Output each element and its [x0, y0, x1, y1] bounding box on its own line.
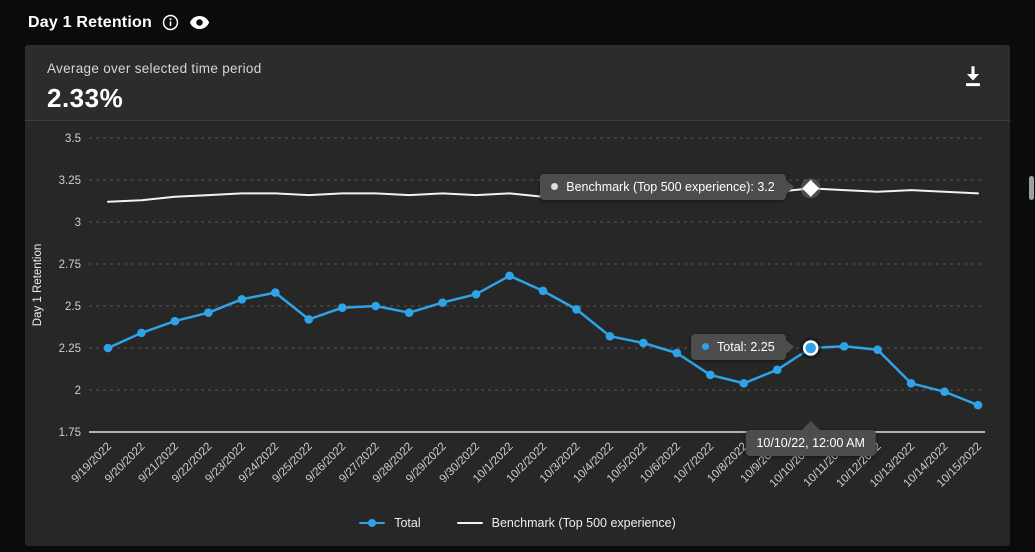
total-point[interactable]: [103, 343, 113, 353]
chart-legend: Total Benchmark (Top 500 experience): [25, 506, 1010, 540]
total-line[interactable]: [106, 274, 980, 407]
benchmark-diamond-marker[interactable]: [802, 179, 820, 197]
total-point[interactable]: [639, 338, 648, 348]
download-icon: [966, 66, 980, 87]
total-point[interactable]: [572, 305, 581, 314]
total-point[interactable]: [271, 288, 280, 297]
total-point[interactable]: [404, 308, 414, 318]
legend-marker: [359, 519, 386, 527]
total-point[interactable]: [538, 286, 548, 296]
total-point[interactable]: [940, 387, 949, 396]
total-point[interactable]: [672, 348, 682, 358]
total-point[interactable]: [973, 400, 983, 410]
y-tick-label: 2.5: [65, 301, 81, 313]
legend-marker-dot: [368, 519, 377, 527]
total-point[interactable]: [438, 298, 447, 307]
y-tick-label: 2.75: [59, 259, 81, 271]
legend-item-benchmark[interactable]: Benchmark (Top 500 experience): [456, 516, 676, 530]
download-button[interactable]: [956, 59, 990, 93]
y-tick-label: 2: [75, 385, 81, 397]
total-point[interactable]: [772, 365, 782, 375]
total-tooltip: Total: 2.25: [691, 334, 794, 360]
benchmark-tooltip-text: Benchmark (Top 500 experience): 3.2: [566, 180, 775, 195]
y-tick-label: 3: [75, 217, 81, 229]
y-axis-title: Day 1 Retention: [32, 244, 44, 326]
total-point[interactable]: [739, 378, 749, 388]
retention-card: Average over selected time period 2.33% …: [25, 45, 1010, 546]
chart-area: 3.5 3.25 3 2.75 2.5 2.25 2 1.75 Day 1 Retention 9…: [25, 121, 1010, 506]
date-tooltip: 10/10/22, 12:00 AM: [745, 421, 876, 456]
total-point[interactable]: [873, 345, 882, 354]
page-header: Day 1 Retention: [0, 0, 1035, 45]
date-tooltip-text: 10/10/22, 12:00 AM: [756, 436, 865, 450]
total-tooltip-text: Total: 2.25: [717, 340, 775, 354]
total-highlight-point[interactable]: [802, 340, 819, 356]
benchmark-bullet: [551, 183, 559, 191]
total-point[interactable]: [471, 289, 481, 299]
total-point[interactable]: [839, 342, 849, 351]
total-point[interactable]: [505, 271, 514, 281]
y-tick-label: 1.75: [59, 427, 81, 439]
total-point[interactable]: [605, 331, 615, 341]
summary-value: 2.33%: [47, 83, 124, 113]
summary-label: Average over selected time period: [47, 61, 262, 76]
info-icon[interactable]: [162, 14, 179, 31]
total-point[interactable]: [170, 316, 180, 326]
legend-item-total[interactable]: Total: [359, 516, 421, 530]
legend-marker: [456, 521, 483, 525]
total-point[interactable]: [371, 301, 380, 311]
y-tick-label: 3.25: [59, 175, 81, 187]
page-title: Day 1 Retention: [28, 13, 152, 31]
y-tick-label: 2.25: [59, 343, 81, 355]
legend-label: Benchmark (Top 500 experience): [491, 516, 676, 530]
total-point[interactable]: [337, 303, 347, 312]
total-bullet: [702, 343, 710, 350]
y-tick-label: 3.5: [65, 133, 81, 145]
total-point[interactable]: [204, 308, 213, 318]
legend-label: Total: [394, 516, 421, 530]
eye-icon[interactable]: [189, 15, 210, 30]
summary-section: Average over selected time period 2.33%: [25, 45, 1010, 121]
total-point[interactable]: [137, 328, 146, 338]
total-point[interactable]: [706, 370, 715, 380]
total-point[interactable]: [906, 378, 916, 388]
scrollbar-thumb[interactable]: [1029, 176, 1034, 200]
total-point[interactable]: [237, 294, 247, 304]
total-point[interactable]: [304, 315, 314, 324]
benchmark-tooltip: Benchmark (Top 500 experience): 3.2: [540, 174, 795, 201]
